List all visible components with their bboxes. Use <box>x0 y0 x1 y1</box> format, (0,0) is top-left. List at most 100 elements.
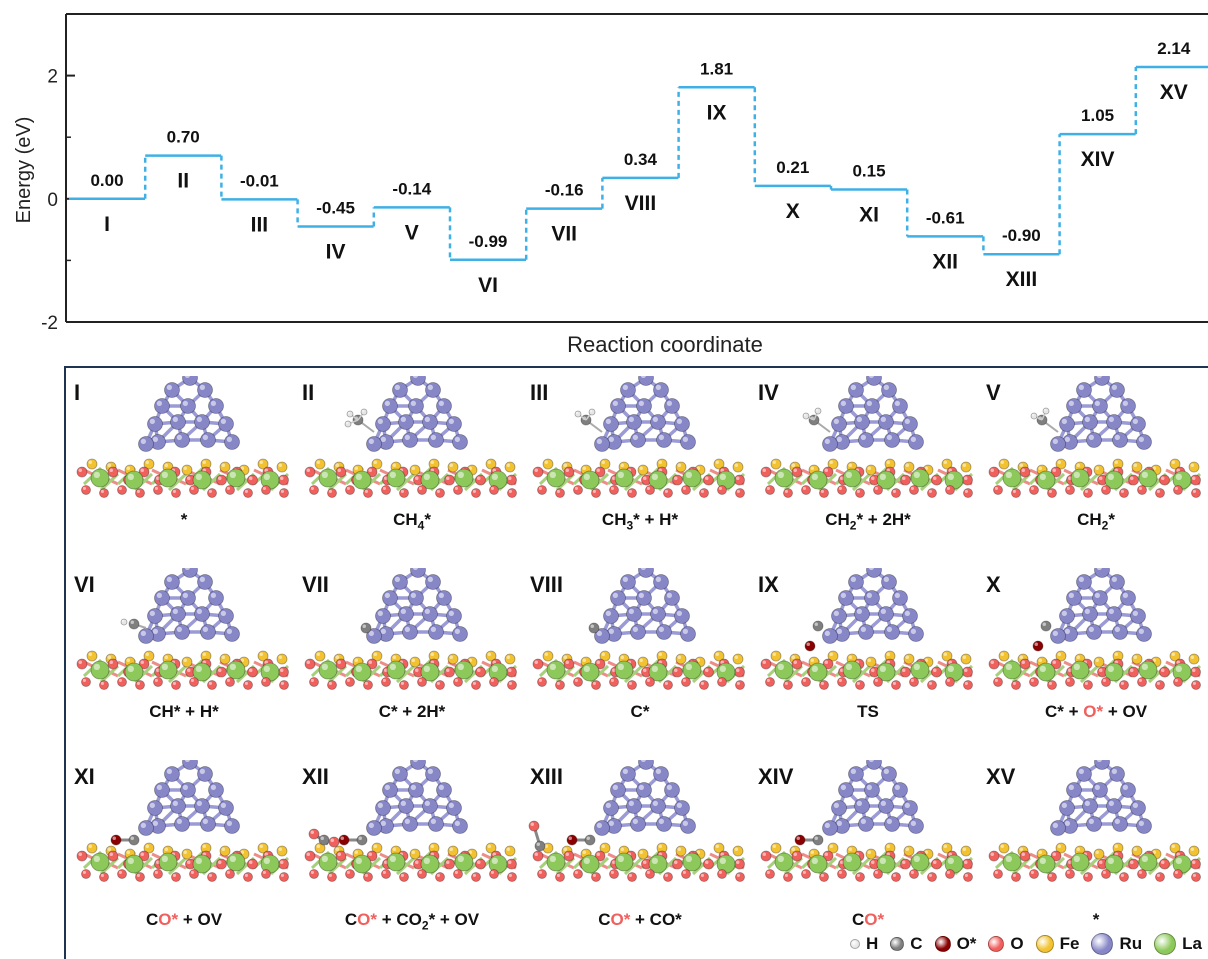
o-atom-highlight <box>1193 682 1196 685</box>
o-atom-highlight <box>647 871 650 874</box>
o-atom-highlight <box>995 679 998 682</box>
caption-part: + OV <box>1103 702 1147 721</box>
o-atom-highlight <box>875 871 878 874</box>
la-atom <box>1139 661 1157 679</box>
fe-atom <box>543 651 553 661</box>
ru-atom <box>409 399 424 414</box>
fe-atom-highlight <box>640 851 644 855</box>
o-atom <box>208 489 217 498</box>
o-atom <box>82 870 91 879</box>
ru-atom-highlight <box>431 435 436 440</box>
la-atom-highlight <box>948 474 954 480</box>
o-atom <box>190 870 199 879</box>
ru-atom-highlight <box>1123 401 1128 406</box>
o-atom-highlight <box>245 682 248 685</box>
fe-atom-highlight <box>716 461 720 465</box>
caption-part: * <box>1093 910 1100 929</box>
o-atom <box>190 486 199 495</box>
la-atom <box>353 855 371 873</box>
o-atom <box>217 475 227 485</box>
o-atom <box>172 873 181 882</box>
fe-atom-highlight <box>1001 653 1005 657</box>
o-atom-highlight <box>763 661 767 665</box>
o-atom <box>856 681 865 690</box>
o-atom <box>248 667 258 677</box>
ru-atom <box>595 437 610 452</box>
la-atom-highlight <box>1006 856 1012 862</box>
fe-atom-highlight <box>488 845 492 849</box>
o-atom <box>1156 681 1165 690</box>
o-star-atom-highlight <box>807 643 811 647</box>
ru-atom <box>195 607 210 622</box>
o-atom-highlight <box>575 679 578 682</box>
o-atom <box>1129 859 1139 869</box>
caption-part: + CO <box>377 910 422 929</box>
fe-atom <box>904 462 914 472</box>
fe-atom-highlight <box>659 461 663 465</box>
la-atom-highlight <box>1176 474 1182 480</box>
ru-atom-highlight <box>1123 593 1128 598</box>
ru-atom <box>1077 767 1092 782</box>
o-atom-highlight <box>611 679 614 682</box>
fe-atom <box>505 654 515 664</box>
energy-value-label: 0.21 <box>776 158 809 177</box>
la-atom-highlight <box>914 856 920 862</box>
fe-atom-highlight <box>1191 656 1195 660</box>
o-atom-highlight <box>455 871 458 874</box>
structure-caption: CH3* + H* <box>526 510 754 532</box>
o-atom-highlight <box>509 682 512 685</box>
la-atom <box>581 855 599 873</box>
o-atom <box>874 486 883 495</box>
ru-atom <box>675 417 690 432</box>
o-atom-highlight <box>593 682 596 685</box>
ru-atom-highlight <box>683 821 688 826</box>
la-atom-highlight <box>322 472 328 478</box>
o-atom-highlight <box>369 469 373 473</box>
fe-atom-highlight <box>564 656 568 660</box>
o-atom-highlight <box>209 682 212 685</box>
o-atom-highlight <box>763 853 767 857</box>
structure-caption: * <box>982 910 1208 930</box>
ru-atom <box>165 767 180 782</box>
fe-atom-highlight <box>412 659 416 663</box>
o-atom-highlight <box>965 490 968 493</box>
ru-atom <box>155 591 170 606</box>
o-atom <box>279 859 289 869</box>
fe-atom-highlight <box>431 845 435 849</box>
ru-atom-highlight <box>378 611 383 616</box>
o-atom-highlight <box>1175 679 1178 682</box>
ru-atom-highlight <box>653 609 658 614</box>
ru-atom <box>225 627 240 642</box>
o-atom <box>673 859 683 869</box>
state-label: X <box>786 200 800 223</box>
o-atom-highlight <box>736 669 740 673</box>
ru-atom-highlight <box>211 785 216 790</box>
o-atom-highlight <box>597 469 601 473</box>
c-atom <box>813 621 823 631</box>
la-atom-highlight <box>914 664 920 670</box>
ru-atom-highlight <box>606 611 611 616</box>
ru-atom-highlight <box>895 401 900 406</box>
la-atom <box>125 663 143 681</box>
la-atom <box>547 661 565 679</box>
structure-caption: CH2* + 2H* <box>754 510 982 532</box>
ru-atom <box>1113 433 1128 448</box>
la-atom <box>91 661 109 679</box>
ru-atom <box>657 817 672 832</box>
o-atom-highlight <box>947 487 950 490</box>
o-atom <box>154 486 163 495</box>
structure-label: IX <box>758 572 779 598</box>
ru-atom <box>148 609 163 624</box>
la-atom <box>1139 853 1157 871</box>
o-atom-highlight <box>1099 861 1103 865</box>
ru-atom-highlight <box>153 437 158 442</box>
la-atom <box>455 853 473 871</box>
o-star-atom-highlight <box>341 837 345 841</box>
o-atom <box>418 678 427 687</box>
o-atom-highlight <box>871 861 875 865</box>
fe-atom-highlight <box>1115 845 1119 849</box>
ru-atom-highlight <box>905 803 910 808</box>
fe-atom-highlight <box>621 848 625 852</box>
o-atom <box>792 659 802 669</box>
o-atom-highlight <box>1121 874 1124 877</box>
